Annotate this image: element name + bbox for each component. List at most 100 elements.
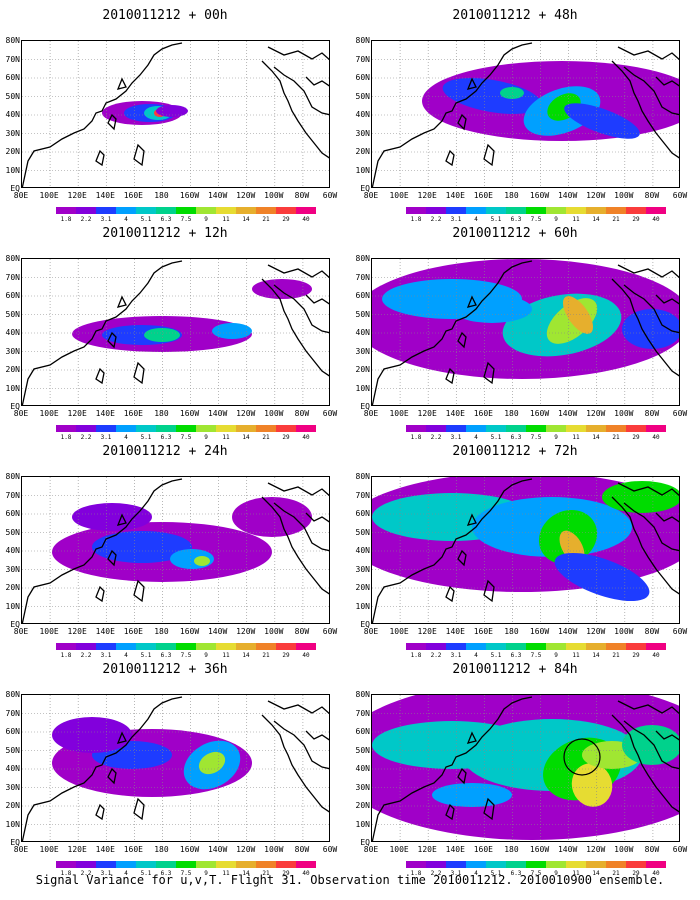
longitude-label: 140E [445, 845, 465, 854]
variance-contour [72, 503, 152, 531]
longitude-label: 160E [123, 627, 143, 636]
variance-contour [92, 531, 192, 563]
colorbar-swatch [96, 643, 116, 650]
latitude-label: 50N [5, 745, 20, 755]
colorbar-label: 7.5 [530, 652, 542, 659]
colorbar-label: 2.2 [430, 434, 442, 441]
map-panel-12h: 2010011212 + 12h 80N 70N 60N 50N 40N 30N 20N 10N… [0, 226, 338, 441]
longitude-label: 80W [644, 627, 660, 636]
colorbar-label: 4 [124, 434, 128, 441]
longitude-label: 80E [363, 627, 379, 636]
colorbar-label: 11 [572, 216, 580, 223]
coastline [95, 803, 105, 821]
longitude-label: 120E [67, 409, 87, 418]
coastline [273, 720, 329, 770]
longitude-label: 120W [586, 627, 606, 636]
latitude-label: 70N [355, 272, 370, 282]
colorbar-swatch [466, 643, 486, 650]
latitude-label: 80N [355, 254, 370, 263]
latitude-label: 10N [355, 819, 370, 829]
colorbar-label: 14 [242, 652, 250, 659]
panel-title: 2010011212 + 24h [102, 444, 228, 459]
colorbar-label: 40 [302, 652, 310, 659]
map-area [371, 694, 680, 842]
colorbar-label: 9 [554, 870, 558, 877]
longitude-label: 80E [13, 627, 29, 636]
colorbar-swatch [296, 207, 316, 214]
colorbar-label: 29 [282, 652, 290, 659]
colorbar-swatch [466, 207, 486, 214]
colorbar-swatch [196, 861, 216, 868]
colorbar-label: 29 [632, 434, 640, 441]
latitude-label: 60N [355, 509, 370, 518]
colorbar-swatch [446, 643, 466, 650]
latitude-label: 60N [5, 291, 20, 300]
coastline [267, 46, 329, 61]
colorbar-swatch [586, 425, 606, 432]
variance-contour [562, 296, 594, 334]
colorbar-swatch [646, 643, 666, 650]
coastline [133, 361, 145, 385]
colorbar-swatch [406, 207, 426, 214]
longitude-label: 100W [264, 627, 284, 636]
coastline [372, 260, 533, 405]
colorbar-label: 1.8 [60, 434, 72, 441]
latitude-label: 70N [355, 708, 370, 718]
colorbar-label: 21 [262, 434, 270, 441]
colorbar-swatch [466, 861, 486, 868]
longitude-label: 60W [672, 191, 688, 200]
colorbar-swatch [116, 425, 136, 432]
panel-title: 2010011212 + 84h [452, 662, 578, 677]
longitude-label: 80W [644, 845, 660, 854]
colorbar-swatch [236, 425, 256, 432]
colorbar-label: 3.1 [100, 870, 112, 877]
colorbar-swatch [546, 861, 566, 868]
latitude-label: 80N [5, 36, 20, 45]
variance-contour [194, 556, 210, 566]
colorbar-label: 11 [572, 870, 580, 877]
coastline [305, 294, 329, 305]
colorbar-swatch [76, 643, 96, 650]
colorbar-label: 4 [474, 216, 478, 223]
colorbar-swatch [76, 861, 96, 868]
latitude-label: 40N [355, 328, 370, 337]
colorbar-label: 7.5 [530, 870, 542, 877]
figure-caption: Signal Variance for u,v,T. Flight 31. Ob… [35, 873, 665, 887]
colorbar-label: 29 [282, 434, 290, 441]
colorbar-swatch [646, 425, 666, 432]
longitude-label: 100E [389, 191, 409, 200]
latitude-label: 20N [355, 147, 370, 156]
colorbar-swatch [276, 861, 296, 868]
colorbar-swatch [506, 861, 526, 868]
colorbar-label: 5.1 [490, 652, 502, 659]
latitude-label: 60N [5, 727, 20, 736]
latitude-label: 50N [5, 527, 20, 537]
longitude-label: 120W [236, 191, 256, 200]
colorbar-label: 11 [222, 870, 230, 877]
coastline [617, 264, 679, 279]
colorbar-swatch [256, 643, 276, 650]
colorbar-swatch [136, 207, 156, 214]
latitude-label: 80N [5, 254, 20, 263]
colorbar-swatch [216, 425, 236, 432]
longitude-label: 140E [445, 627, 465, 636]
colorbar-swatch [116, 861, 136, 868]
colorbar-label: 14 [242, 434, 250, 441]
colorbar-swatch [276, 425, 296, 432]
coastline [261, 60, 329, 159]
coastline [116, 77, 127, 90]
colorbar-swatch [606, 207, 626, 214]
coastline [466, 77, 477, 90]
longitude-label: 120W [236, 845, 256, 854]
longitude-label: 160E [123, 845, 143, 854]
coastline [273, 66, 329, 116]
longitude-label: 80W [294, 845, 310, 854]
colorbar-swatch [156, 207, 176, 214]
colorbar-label: 4 [124, 870, 128, 877]
colorbar-swatch [56, 643, 76, 650]
latitude-label: EQ [360, 402, 370, 411]
map-area [21, 694, 330, 842]
variance-contour [571, 763, 613, 807]
coastline [611, 496, 679, 595]
colorbar-label: 21 [612, 434, 620, 441]
